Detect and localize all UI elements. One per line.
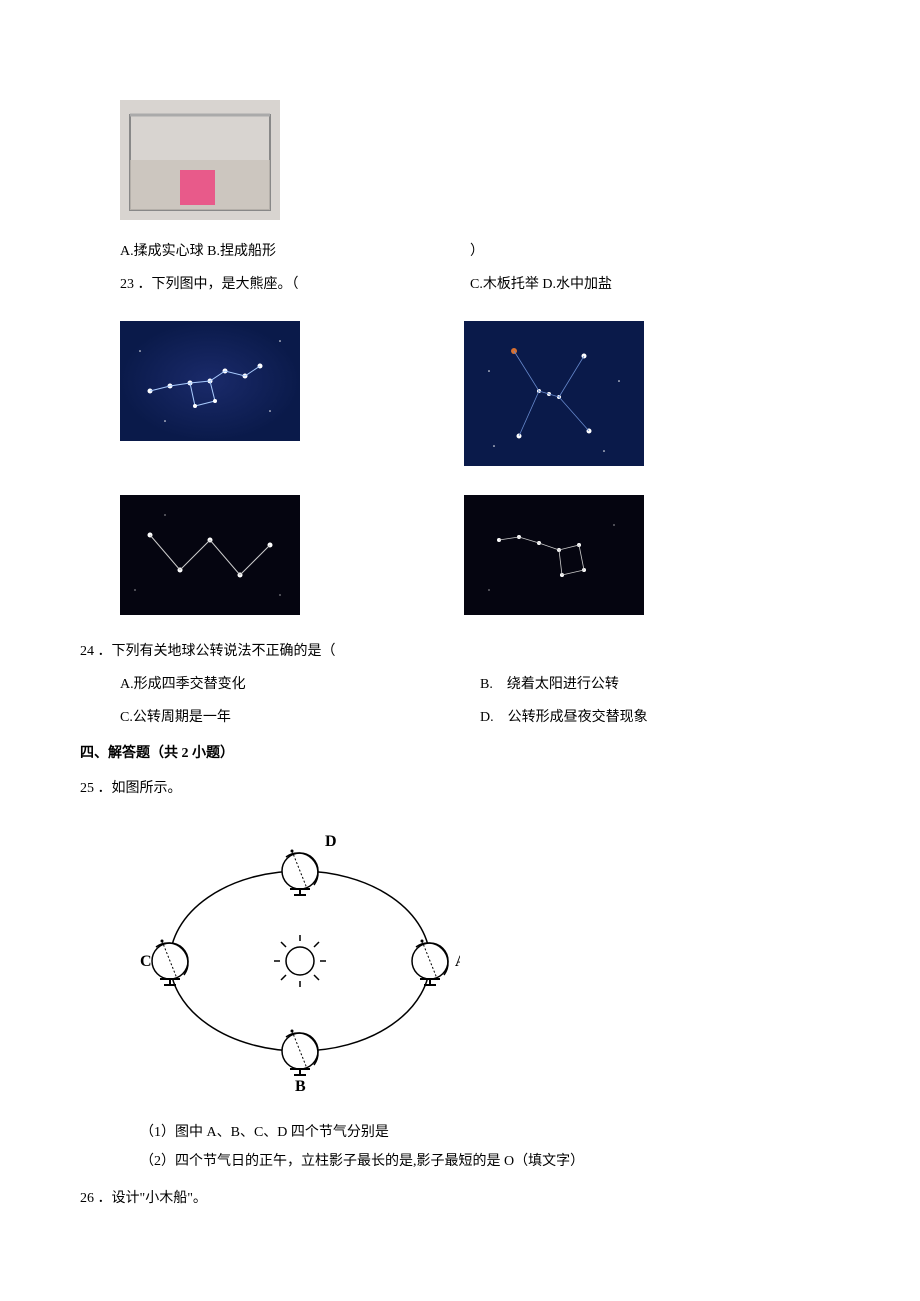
q25-label-b: B bbox=[295, 1078, 306, 1095]
q23-option-b bbox=[464, 321, 788, 475]
section-4-title: 四、解答题（共 2 小题） bbox=[80, 741, 840, 766]
q23-option-d bbox=[464, 495, 788, 624]
q24-option-d: D. 公转形成昼夜交替现象 bbox=[480, 705, 840, 730]
q23-option-a bbox=[120, 321, 444, 475]
q24-option-a: A.形成四季交替变化 bbox=[120, 672, 480, 697]
q25-label-d: D bbox=[325, 833, 337, 850]
q25-diagram: D A B C bbox=[140, 816, 840, 1105]
q23-image-grid bbox=[120, 321, 840, 624]
q22-photo bbox=[120, 100, 840, 229]
q22-options-cd: C.木板托举 D.水中加盐 bbox=[470, 272, 840, 297]
q25-label-c: C bbox=[140, 953, 152, 970]
q24-stem: 24 ．下列有关地球公转说法不正确的是（ bbox=[80, 639, 840, 664]
q23-stem: 23 ．下列图中，是大熊座。（ bbox=[120, 272, 450, 297]
q22-options-ab: A.揉成实心球 B.捏成船形 bbox=[120, 239, 450, 264]
q24-option-c: C.公转周期是一年 bbox=[120, 705, 480, 730]
q25-stem: 25 ．如图所示。 bbox=[80, 776, 840, 801]
q25-label-a: A bbox=[455, 953, 460, 970]
q22-close-paren: ） bbox=[470, 239, 840, 264]
q25-sub1: （1）图中 A、B、C、D 四个节气分别是 bbox=[140, 1120, 840, 1145]
q26-stem: 26 ．设计"小木船"。 bbox=[80, 1186, 840, 1211]
q25-sub2: （2）四个节气日的正午，立柱影子最长的是,影子最短的是 O（填文字） bbox=[140, 1149, 840, 1174]
q23-option-c bbox=[120, 495, 444, 624]
q24-option-b: B. 绕着太阳进行公转 bbox=[480, 672, 840, 697]
